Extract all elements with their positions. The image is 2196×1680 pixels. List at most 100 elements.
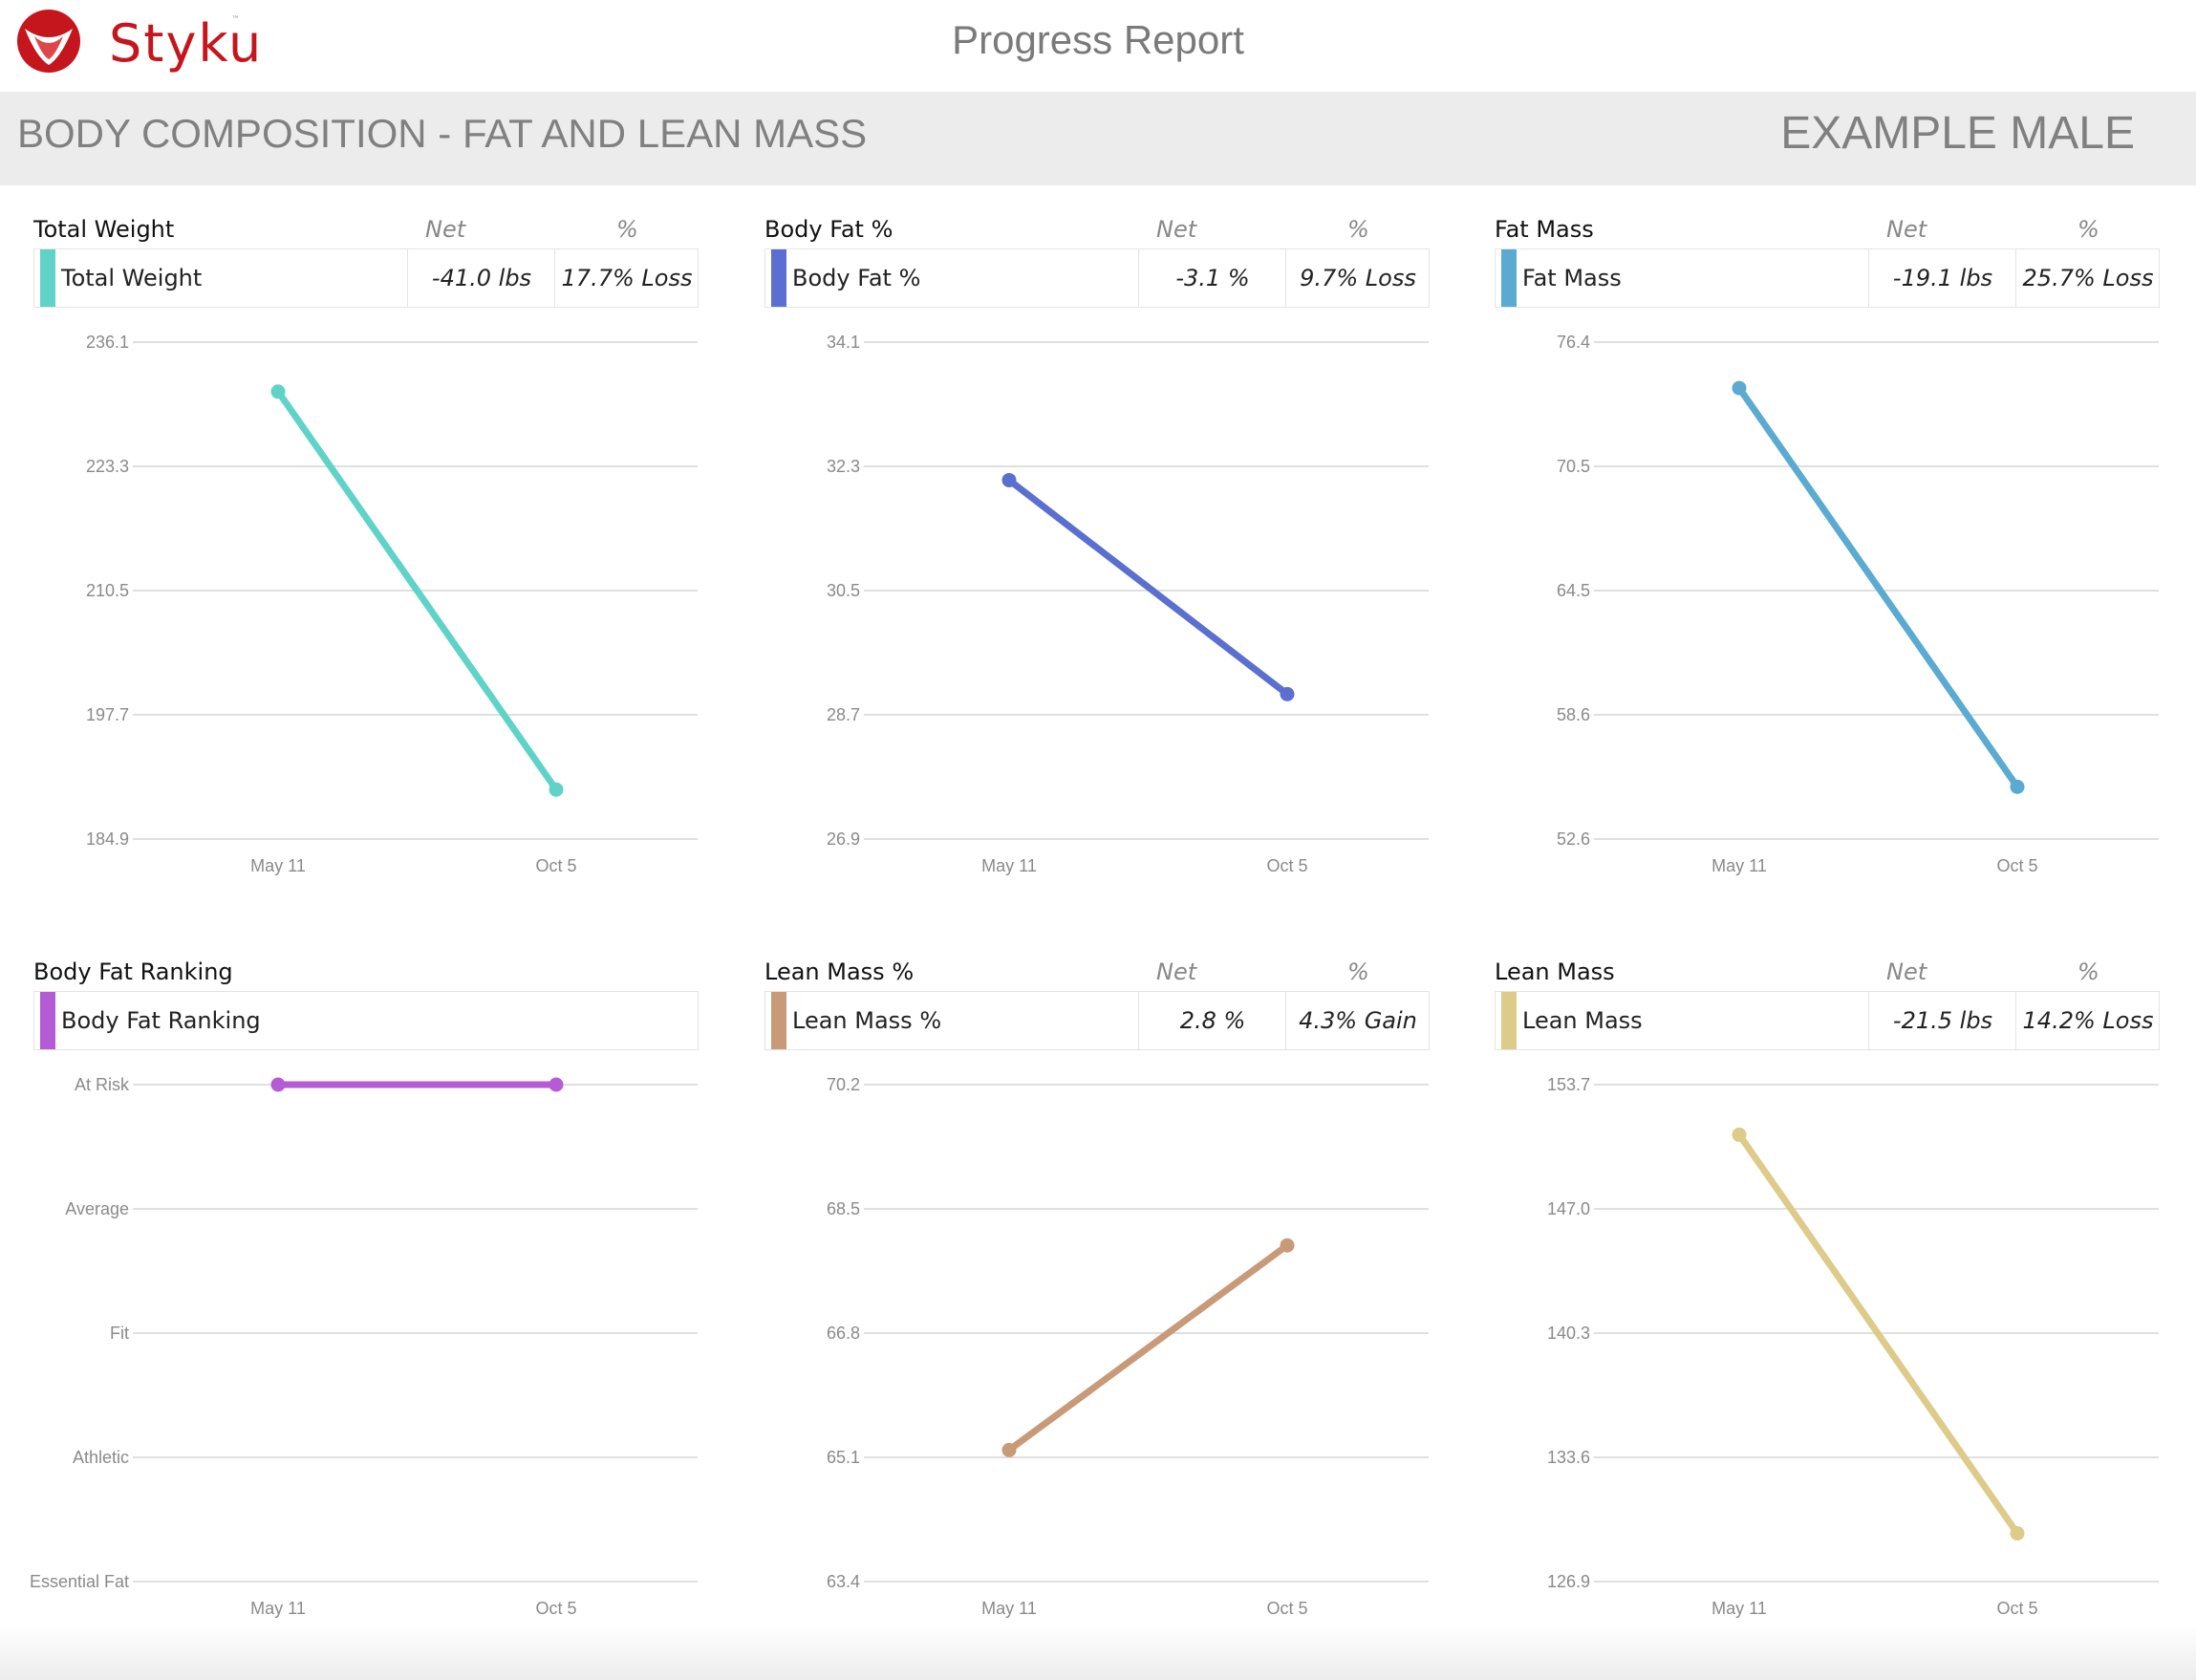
data-point (2010, 1526, 2025, 1541)
x-tick-label: May 11 (250, 856, 306, 875)
legend-swatch (771, 249, 786, 307)
pct-column-label: % (2078, 958, 2099, 985)
legend-row: Fat Mass -19.1 lbs 25.7% Loss (1495, 248, 2160, 308)
net-value: 2.8 % (1138, 992, 1286, 1049)
top-bar: Styku ™ Progress Report (0, 0, 2196, 92)
y-tick-label: 126.9 (1547, 1572, 1590, 1591)
y-tick-label: 133.6 (1547, 1448, 1590, 1467)
series-line (1735, 1131, 2021, 1538)
legend-swatch (40, 249, 55, 307)
net-value: -19.1 lbs (1868, 249, 2016, 307)
y-tick-label: 65.1 (827, 1448, 860, 1467)
page-title: Progress Report (952, 17, 1244, 62)
legend-swatch (771, 992, 786, 1049)
y-tick-label: 76.4 (1557, 333, 1590, 352)
x-tick-label: May 11 (250, 1599, 306, 1618)
line-chart: 236.1 223.3 210.5 197.7 184.9 May 11 Oct 5 (86, 333, 698, 875)
series-line (1005, 1241, 1291, 1454)
subject-name: EXAMPLE MALE (1780, 108, 2135, 159)
pct-column-label: % (1347, 216, 1369, 243)
y-tick-label: Essential Fat (30, 1572, 129, 1591)
pct-value: 9.7% Loss (1285, 249, 1430, 307)
panel-title: Total Weight (33, 216, 175, 243)
y-tick-label: 236.1 (86, 333, 129, 352)
pct-column-label: % (1347, 958, 1369, 985)
y-tick-label: Average (65, 1199, 129, 1218)
x-tick-label: May 11 (1712, 856, 1767, 875)
data-point (270, 1077, 286, 1092)
y-tick-label: 140.3 (1547, 1324, 1590, 1343)
legend-label: Total Weight (61, 265, 203, 291)
panel-title: Lean Mass (1495, 958, 1615, 985)
y-tick-label: 26.9 (827, 829, 860, 849)
x-tick-label: Oct 5 (1996, 1599, 2037, 1618)
data-point (1280, 686, 1295, 701)
logo-text: Styku (109, 13, 264, 74)
series-line (274, 388, 560, 793)
panel-lean-mass: Lean Mass Net % Lean Mass -21.5 lbs 14.2… (1495, 955, 2164, 1624)
panel-body-fat-pct: Body Fat % Net % Body Fat % -3.1 % 9.7% … (764, 212, 1433, 881)
net-column-label: Net (1156, 958, 1197, 985)
x-tick-label: Oct 5 (1996, 856, 2037, 875)
data-point (1732, 380, 1747, 396)
data-point (270, 384, 286, 399)
legend-swatch (1501, 992, 1517, 1049)
line-chart: 34.1 32.3 30.5 28.7 26.9 May 11 Oct 5 (827, 333, 1429, 875)
data-point (1280, 1238, 1295, 1253)
pct-value: 25.7% Loss (2015, 249, 2160, 307)
x-tick-label: May 11 (1712, 1599, 1767, 1618)
y-tick-label: 223.3 (86, 457, 129, 476)
y-tick-label: 184.9 (86, 829, 129, 849)
logo-trademark: ™ (231, 15, 240, 25)
net-value: -3.1 % (1138, 249, 1286, 307)
logo-mark-icon (17, 10, 80, 73)
y-tick-label: At Risk (75, 1075, 130, 1094)
pct-column-label: % (2078, 216, 2099, 243)
legend-row: Body Fat Ranking (33, 991, 699, 1050)
panel-total-weight: Total Weight Net % Total Weight -41.0 lb… (33, 212, 702, 881)
legend-row: Body Fat % -3.1 % 9.7% Loss (764, 248, 1430, 308)
panel-title: Body Fat % (764, 216, 893, 243)
panel-title: Body Fat Ranking (33, 958, 233, 985)
pct-column-label: % (616, 216, 638, 243)
y-tick-label: 147.0 (1547, 1199, 1590, 1218)
legend-label: Fat Mass (1522, 265, 1622, 291)
y-tick-label: 70.2 (827, 1075, 860, 1094)
legend-swatch (40, 992, 55, 1049)
pct-value: 14.2% Loss (2015, 992, 2160, 1049)
x-tick-label: May 11 (981, 856, 1037, 875)
legend-swatch (1501, 249, 1517, 307)
legend-row: Lean Mass % 2.8 % 4.3% Gain (764, 991, 1430, 1050)
panel-fat-mass: Fat Mass Net % Fat Mass -19.1 lbs 25.7% … (1495, 212, 2164, 881)
pct-value: 4.3% Gain (1285, 992, 1430, 1049)
line-chart: 70.2 68.5 66.8 65.1 63.4 May 11 Oct 5 (827, 1075, 1429, 1618)
x-tick-label: Oct 5 (1266, 856, 1307, 875)
legend-label: Lean Mass % (792, 1007, 942, 1034)
net-value: -41.0 lbs (407, 249, 555, 307)
bottom-fade (0, 1625, 2196, 1680)
pct-value: 17.7% Loss (554, 249, 699, 307)
panel-title: Lean Mass % (764, 958, 915, 985)
y-tick-label: 30.5 (827, 581, 860, 600)
y-tick-label: 210.5 (86, 581, 129, 600)
section-header: BODY COMPOSITION - FAT AND LEAN MASS EXA… (0, 92, 2196, 185)
line-chart: 76.4 70.5 64.5 58.6 52.6 May 11 Oct 5 (1557, 333, 2159, 875)
net-column-label: Net (425, 216, 466, 243)
y-tick-label: 34.1 (827, 333, 860, 352)
y-tick-label: Athletic (73, 1448, 129, 1467)
y-tick-label: 52.6 (1557, 829, 1590, 849)
panel-lean-mass-pct: Lean Mass % Net % Lean Mass % 2.8 % 4.3%… (764, 955, 1433, 1624)
x-tick-label: Oct 5 (1266, 1599, 1307, 1618)
legend-label: Body Fat % (792, 265, 921, 291)
series-line (1735, 384, 2021, 790)
legend-row: Lean Mass -21.5 lbs 14.2% Loss (1495, 991, 2160, 1050)
y-tick-label: 66.8 (827, 1324, 860, 1343)
data-point (1732, 1127, 1747, 1142)
y-tick-label: 197.7 (86, 705, 129, 724)
panel-body-fat-ranking: Body Fat Ranking Body Fat Ranking At Ris… (30, 955, 702, 1624)
x-tick-label: Oct 5 (535, 1599, 576, 1618)
y-tick-label: 153.7 (1547, 1075, 1590, 1094)
data-point (2010, 779, 2025, 794)
data-point (1001, 472, 1017, 487)
data-point (549, 782, 564, 797)
